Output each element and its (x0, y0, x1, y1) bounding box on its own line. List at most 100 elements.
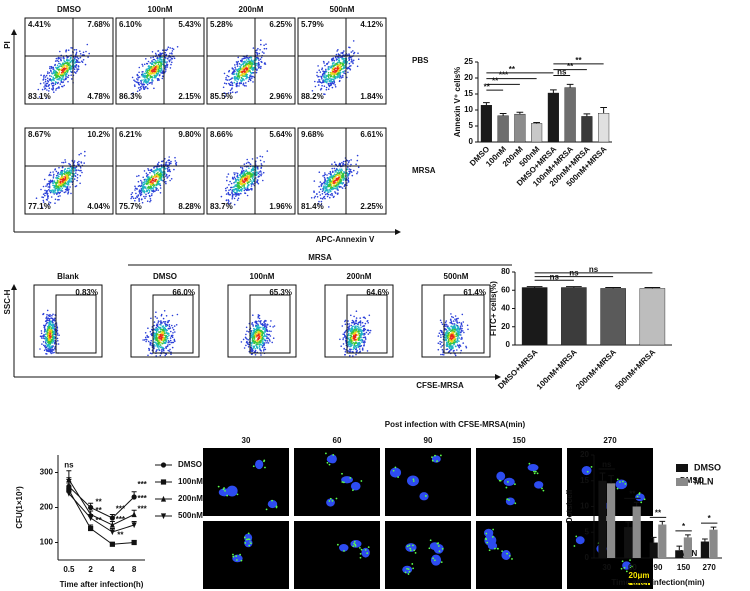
dot (326, 89, 328, 91)
dot (237, 73, 239, 75)
dot (135, 197, 137, 199)
dot (327, 191, 329, 193)
dot (245, 345, 247, 347)
dot (157, 346, 159, 348)
dot (78, 161, 80, 163)
dot (171, 53, 173, 55)
dot (322, 193, 324, 195)
dot (324, 85, 326, 87)
dot (242, 188, 244, 190)
dot (156, 174, 158, 176)
dot (259, 346, 261, 348)
dot (253, 346, 255, 348)
dot (75, 65, 77, 67)
dot (352, 332, 354, 334)
dot (87, 44, 89, 46)
dot (350, 164, 352, 166)
dot (366, 320, 368, 322)
dot (340, 75, 342, 77)
dot (161, 63, 163, 65)
dot (350, 335, 352, 337)
dot (261, 167, 263, 169)
dot (333, 83, 335, 85)
dot (152, 188, 154, 190)
dot (173, 329, 175, 331)
dot (154, 71, 156, 73)
dot (60, 172, 62, 174)
dot (353, 316, 355, 318)
dot (244, 184, 246, 186)
dot (319, 79, 321, 81)
dot (257, 329, 259, 331)
dot (236, 194, 238, 196)
dot (57, 189, 59, 191)
dot (156, 73, 158, 75)
dot (59, 195, 61, 197)
dot (325, 69, 327, 71)
dot (229, 181, 231, 183)
dot (271, 342, 273, 344)
dot (83, 54, 85, 56)
dot (314, 196, 316, 198)
quadrant-percent: 88.2% (301, 92, 324, 101)
dot (66, 173, 68, 175)
dot (259, 341, 261, 343)
dot (57, 182, 59, 184)
dot (157, 163, 159, 165)
dot (50, 324, 52, 326)
dot (341, 162, 343, 164)
dot (236, 91, 238, 93)
dot (49, 190, 51, 192)
dot (57, 333, 59, 335)
dot (355, 320, 357, 322)
dot (45, 348, 47, 350)
dot (244, 163, 246, 165)
dot (157, 80, 159, 82)
dot (65, 51, 67, 53)
dot (267, 324, 269, 326)
dot (356, 173, 358, 175)
dot (328, 88, 330, 90)
dot (354, 339, 356, 341)
quadrant-percent: 5.79% (301, 20, 324, 29)
dot (352, 63, 354, 65)
dot (61, 174, 63, 176)
dot (45, 330, 47, 332)
dot (322, 80, 324, 82)
dot (46, 191, 48, 193)
dot (236, 74, 238, 76)
dot (160, 175, 162, 177)
dot (160, 344, 162, 346)
dot (353, 40, 355, 42)
dot (138, 181, 140, 183)
dot (59, 78, 61, 80)
dot (157, 78, 159, 80)
dot (260, 344, 262, 346)
dot (84, 155, 86, 157)
dot (58, 187, 60, 189)
dot (260, 354, 262, 356)
dot (70, 74, 72, 76)
dot (332, 171, 334, 173)
dot (250, 164, 252, 166)
dot (264, 62, 266, 64)
dot (57, 180, 59, 182)
dot (314, 180, 316, 182)
dot (58, 61, 60, 63)
dot (69, 186, 71, 188)
dot (251, 185, 253, 187)
dot (163, 349, 165, 351)
dot (258, 332, 260, 334)
dot (358, 339, 360, 341)
dot (254, 329, 256, 331)
dot (47, 71, 49, 73)
dot (252, 180, 254, 182)
dot (319, 171, 321, 173)
dot (252, 322, 254, 324)
dot (165, 346, 167, 348)
dot (253, 47, 255, 49)
dot (337, 63, 339, 65)
dot (158, 62, 160, 64)
dot (338, 53, 340, 55)
